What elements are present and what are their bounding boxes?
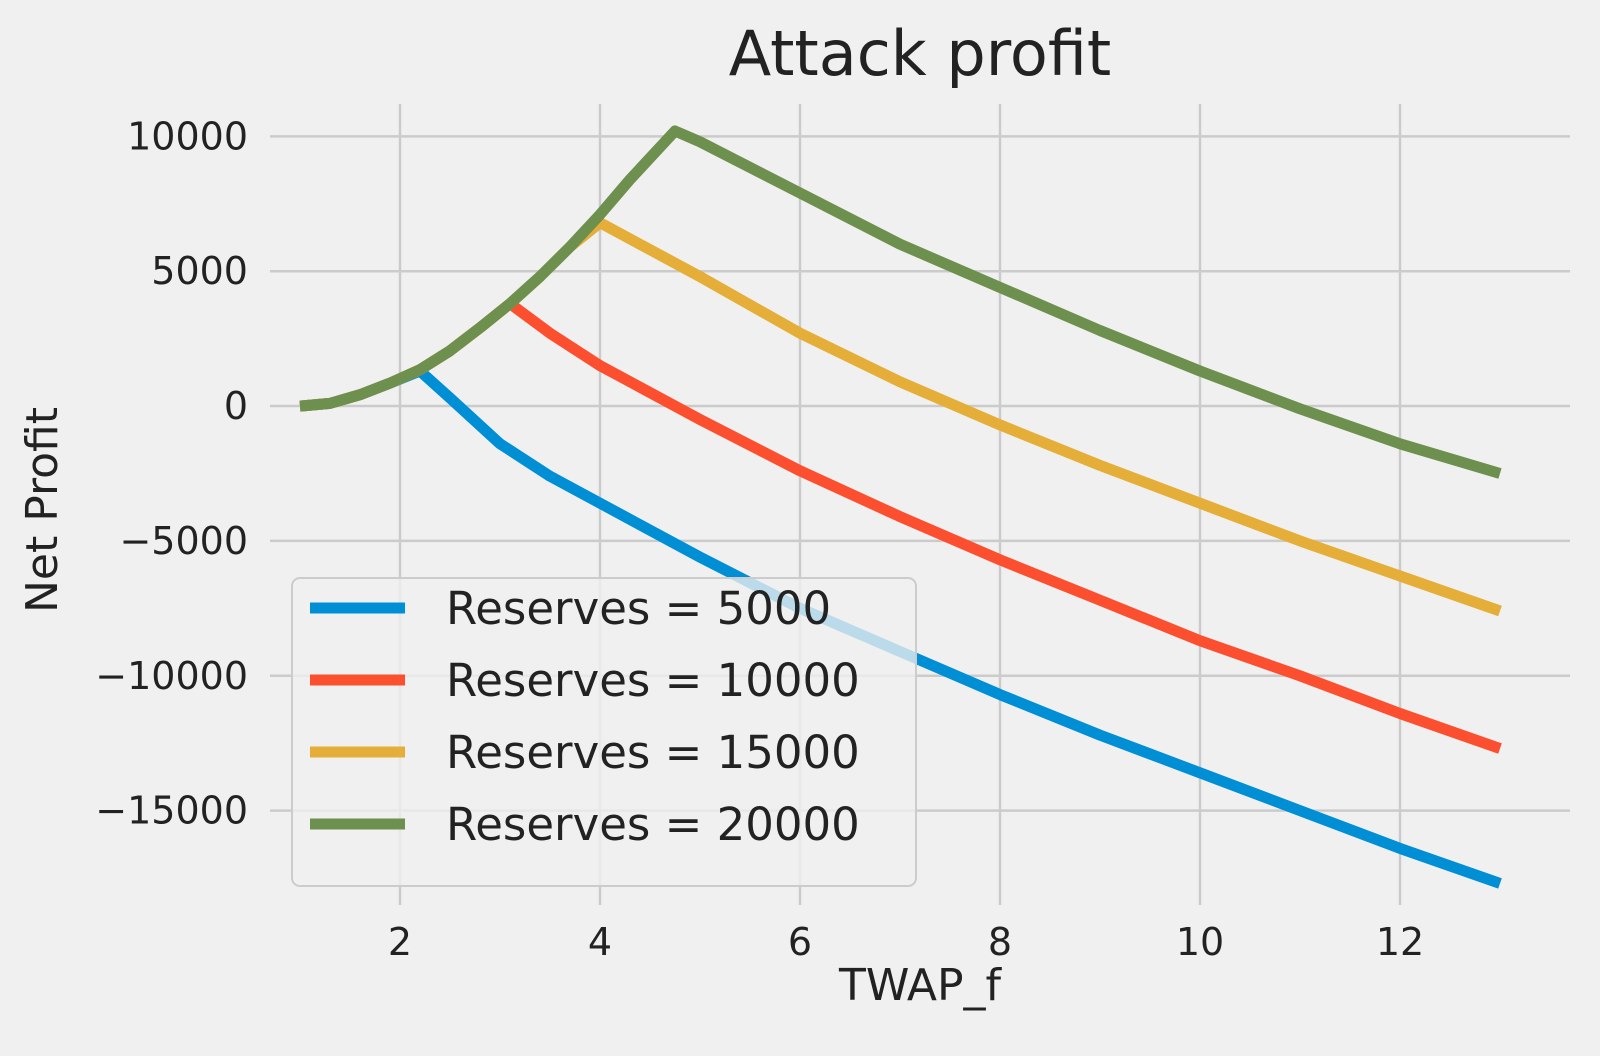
legend-label: Reserves = 10000 bbox=[446, 654, 860, 707]
legend-label: Reserves = 20000 bbox=[446, 798, 860, 851]
y-tick-label: 5000 bbox=[151, 249, 248, 293]
grid bbox=[270, 104, 1570, 905]
legend-label: Reserves = 5000 bbox=[446, 582, 831, 635]
x-axis-label: TWAP_f bbox=[838, 960, 1003, 1011]
x-tick-label: 8 bbox=[988, 920, 1012, 964]
y-tick-label: 0 bbox=[224, 384, 248, 428]
chart-title: Attack profit bbox=[729, 17, 1111, 90]
x-tick-label: 12 bbox=[1376, 920, 1424, 964]
y-tick-label: 10000 bbox=[127, 114, 248, 158]
y-axis-label: Net Profit bbox=[17, 407, 68, 613]
legend-label: Reserves = 15000 bbox=[446, 726, 860, 779]
y-tick-label: −15000 bbox=[95, 789, 248, 833]
x-tick-label: 10 bbox=[1176, 920, 1224, 964]
legend-box bbox=[291, 577, 917, 887]
x-tick-label: 4 bbox=[588, 920, 612, 964]
legend: Reserves = 5000 Reserves = 10000 Reserves … bbox=[291, 577, 917, 887]
y-tick-label: −5000 bbox=[119, 519, 248, 563]
series-layer bbox=[299, 125, 1502, 889]
y-tick-label: −10000 bbox=[95, 654, 248, 698]
x-tick-label: 6 bbox=[788, 920, 812, 964]
ticks: 2 4 6 8 10 12 10000 5000 0 −5000 −10000 −15000 bbox=[95, 114, 1424, 964]
x-tick-label: 2 bbox=[388, 920, 412, 964]
series-line-4 bbox=[299, 125, 1502, 479]
